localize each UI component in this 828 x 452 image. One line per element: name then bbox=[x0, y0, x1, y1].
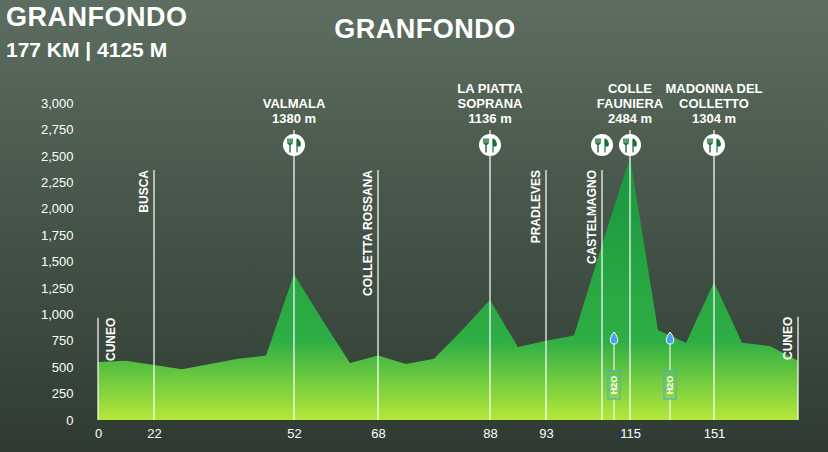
svg-text:250: 250 bbox=[52, 386, 74, 401]
svg-text:H2O: H2O bbox=[609, 376, 619, 395]
svg-text:BUSCA: BUSCA bbox=[137, 170, 151, 213]
svg-text:PRADLEVES: PRADLEVES bbox=[529, 170, 543, 243]
svg-text:MADONNA DELCOLLETTO1304 m: MADONNA DELCOLLETTO1304 m bbox=[665, 81, 762, 126]
svg-text:2,250: 2,250 bbox=[41, 175, 74, 190]
svg-text:COLLEFAUNIERA2484 m: COLLEFAUNIERA2484 m bbox=[597, 81, 664, 126]
svg-text:CASTELMAGNO: CASTELMAGNO bbox=[585, 170, 599, 264]
html-text:GRANFONDO: GRANFONDO bbox=[334, 14, 516, 44]
svg-text:2,000: 2,000 bbox=[41, 201, 74, 216]
svg-text:H2O: H2O bbox=[665, 376, 675, 395]
html-text:GRANFONDO: GRANFONDO bbox=[6, 2, 188, 32]
svg-text:COLLETTA ROSSANA: COLLETTA ROSSANA bbox=[361, 170, 375, 296]
svg-text:3,000: 3,000 bbox=[41, 96, 74, 111]
svg-text:22: 22 bbox=[147, 426, 161, 441]
svg-text:VALMALA1380 m: VALMALA1380 m bbox=[263, 96, 326, 126]
svg-text:1,250: 1,250 bbox=[41, 281, 74, 296]
svg-text:93: 93 bbox=[539, 426, 553, 441]
svg-text:115: 115 bbox=[620, 426, 641, 441]
svg-text:1,750: 1,750 bbox=[41, 228, 74, 243]
svg-text:0: 0 bbox=[95, 426, 102, 441]
svg-text:151: 151 bbox=[704, 426, 726, 441]
svg-text:CUNEO: CUNEO bbox=[104, 318, 118, 361]
svg-text:1,000: 1,000 bbox=[41, 307, 74, 322]
svg-text:68: 68 bbox=[371, 426, 385, 441]
svg-text:1,500: 1,500 bbox=[41, 254, 74, 269]
svg-text:LA PIATTASOPRANA1136 m: LA PIATTASOPRANA1136 m bbox=[457, 81, 523, 126]
svg-text:2,500: 2,500 bbox=[41, 148, 74, 163]
svg-text:750: 750 bbox=[52, 333, 74, 348]
svg-text:88: 88 bbox=[483, 426, 497, 441]
svg-text:CUNEO: CUNEO bbox=[781, 317, 795, 360]
svg-text:500: 500 bbox=[52, 360, 74, 375]
html-text:177 KM | 4125 M: 177 KM | 4125 M bbox=[6, 38, 168, 61]
svg-text:2,750: 2,750 bbox=[41, 122, 74, 137]
svg-text:52: 52 bbox=[287, 426, 301, 441]
svg-text:0: 0 bbox=[66, 413, 73, 428]
